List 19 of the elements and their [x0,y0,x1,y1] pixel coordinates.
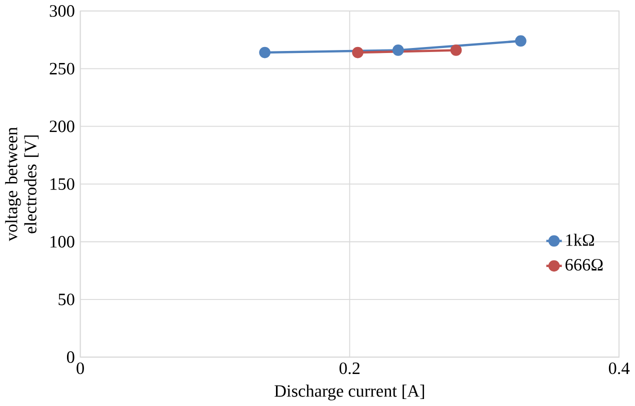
y-tick-label: 200 [50,120,74,132]
y-tick-label: 100 [50,236,74,248]
point [259,47,271,58]
x-tick-label: 0.4 [608,362,630,374]
legend-label: 666Ω [566,259,603,271]
y-tick-label: 0 [66,352,74,364]
y-tick-label: 50 [58,294,74,306]
y-tick-label: 150 [50,178,74,190]
point [352,47,364,58]
x-axis-title: Discharge current [A] [274,384,424,401]
y-tick-label: 250 [50,63,74,75]
x-tick-label: 0.2 [340,362,360,374]
y-axis-title: voltage between electrodes [V] [5,127,39,242]
point [450,44,462,56]
point [515,36,526,47]
y-tick-label: 300 [50,5,74,18]
legend-label: 1kΩ [566,234,594,246]
x-tick-label: 0 [76,362,84,374]
point [392,44,404,56]
